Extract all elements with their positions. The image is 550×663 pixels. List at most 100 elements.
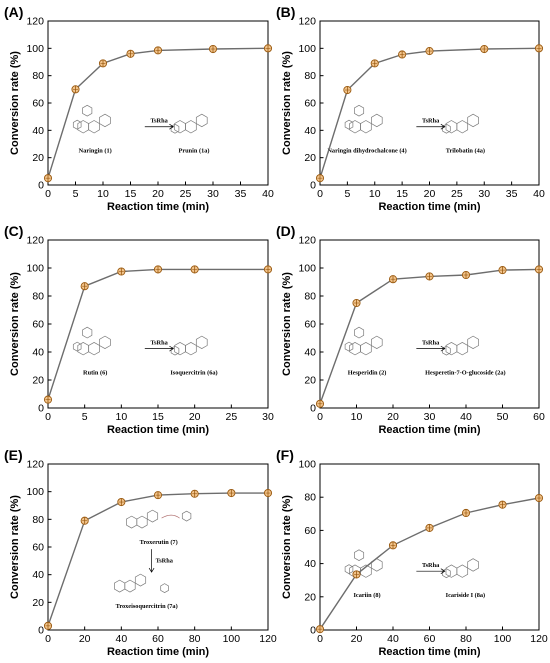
y-tick-label: 100 xyxy=(298,43,316,55)
x-tick-label: 30 xyxy=(478,188,490,200)
x-tick-label: 10 xyxy=(369,188,381,200)
x-tick-label: 15 xyxy=(396,188,408,200)
structure-ring xyxy=(114,579,126,593)
x-tick-label: 30 xyxy=(262,411,274,423)
y-tick-label: 60 xyxy=(304,525,316,537)
series-line xyxy=(319,47,540,179)
y-tick-label: 80 xyxy=(32,291,44,303)
structure-ring xyxy=(445,564,458,578)
structure-ring xyxy=(456,564,469,578)
y-tick-label: 20 xyxy=(304,375,316,387)
structure-ring xyxy=(195,113,208,128)
y-tick-label: 20 xyxy=(304,591,316,603)
structure-ring xyxy=(371,113,383,128)
structure-ring xyxy=(134,573,147,587)
x-tick-label: 30 xyxy=(424,411,436,423)
reaction-arrowhead xyxy=(440,568,446,574)
x-tick-label: 5 xyxy=(344,188,350,200)
structure-ring xyxy=(160,583,169,594)
panel-letter: (A) xyxy=(4,4,23,20)
structure-ring xyxy=(72,119,82,130)
y-tick-label: 120 xyxy=(298,235,316,247)
chart-panel-a: (A) 0 5 10 15 20 25 30 35 40 0 20 40 60 80 100 120 Reacti… xyxy=(4,4,274,213)
x-tick-label: 0 xyxy=(317,411,323,423)
x-tick-label: 20 xyxy=(424,188,436,200)
structure-ring xyxy=(467,113,479,128)
x-tick-label: 0 xyxy=(317,633,323,645)
y-tick-label: 40 xyxy=(304,347,316,359)
substrate-label: Icariin (8) xyxy=(353,592,380,599)
x-tick-label: 20 xyxy=(189,411,201,423)
y-tick-label: 80 xyxy=(304,492,316,504)
enzyme-label: TsRha xyxy=(422,562,440,569)
structure-ring xyxy=(124,579,136,593)
x-tick-label: 10 xyxy=(97,188,109,200)
substrate-label: Troxerutin (7) xyxy=(140,539,178,546)
y-tick-label: 0 xyxy=(38,403,44,415)
series-line xyxy=(319,268,540,405)
x-axis-title: Reaction time (min) xyxy=(107,424,209,436)
product-label: Icariside I (8a) xyxy=(446,592,486,599)
plot-frame xyxy=(319,20,540,186)
structure-ring xyxy=(126,515,138,529)
product-label: Troxeisoquercitrin (7a) xyxy=(116,603,178,610)
structure-ring xyxy=(467,335,479,350)
y-tick-label: 0 xyxy=(38,625,44,637)
structure-ring xyxy=(354,104,365,117)
y-axis-title: Conversion rate (%) xyxy=(281,495,293,599)
x-tick-label: 20 xyxy=(79,633,91,645)
x-tick-label: 100 xyxy=(494,633,512,645)
structure-ring xyxy=(82,104,93,117)
y-axis-title: Conversion rate (%) xyxy=(9,495,21,599)
y-axis-title: Conversion rate (%) xyxy=(9,272,21,376)
y-tick-label: 120 xyxy=(26,235,44,247)
structure-ring xyxy=(344,341,354,352)
x-tick-label: 25 xyxy=(225,411,237,423)
panel-letter: (D) xyxy=(276,223,295,239)
structure-ring xyxy=(456,120,469,134)
reaction-arrowhead xyxy=(440,123,446,130)
structure-ring xyxy=(195,335,208,350)
structure-ring xyxy=(349,120,361,134)
x-tick-label: 20 xyxy=(387,411,399,423)
panel-letter: (E) xyxy=(4,447,23,463)
y-tick-label: 40 xyxy=(304,125,316,137)
y-tick-label: 40 xyxy=(304,558,316,570)
panel-letter: (C) xyxy=(4,223,23,239)
x-tick-label: 0 xyxy=(45,188,51,200)
x-tick-label: 80 xyxy=(189,633,201,645)
chart-panel-f: (F) 0 20 40 60 80 100 120 0 20 40 60 80 100 Reaction t… xyxy=(276,447,548,658)
y-tick-label: 120 xyxy=(26,16,44,28)
structure-ring xyxy=(174,341,186,356)
structure-ring xyxy=(445,120,458,134)
structure-ring xyxy=(185,120,197,134)
x-tick-label: 10 xyxy=(115,411,127,423)
x-tick-label: 25 xyxy=(451,188,463,200)
y-tick-label: 60 xyxy=(32,98,44,110)
y-tick-label: 20 xyxy=(32,375,44,387)
y-tick-label: 60 xyxy=(32,319,44,331)
enzyme-label: TsRha xyxy=(422,118,440,125)
y-tick-label: 60 xyxy=(32,542,44,554)
x-tick-label: 50 xyxy=(497,411,509,423)
structure-ring xyxy=(82,326,93,339)
structure-ring xyxy=(72,341,82,352)
reaction-arrowhead xyxy=(169,123,175,130)
y-tick-label: 40 xyxy=(32,569,44,581)
y-tick-label: 80 xyxy=(304,291,316,303)
x-tick-label: 10 xyxy=(351,411,363,423)
structure-ring xyxy=(99,113,111,128)
x-axis-title: Reaction time (min) xyxy=(107,201,209,213)
chart-panel-c: (C) 0 5 10 15 20 25 30 0 20 40 60 80 100 120 Reaction t… xyxy=(4,223,274,436)
x-tick-label: 0 xyxy=(45,633,51,645)
product-label: Prunin (1a) xyxy=(179,148,210,155)
y-tick-label: 40 xyxy=(32,125,44,137)
structure-ring xyxy=(445,341,458,356)
enzyme-label: TsRha xyxy=(150,340,168,347)
y-tick-label: 60 xyxy=(304,98,316,110)
y-tick-label: 80 xyxy=(32,70,44,82)
panel-letter: (F) xyxy=(276,447,294,463)
structure-ring xyxy=(442,123,451,134)
y-tick-label: 80 xyxy=(32,514,44,526)
